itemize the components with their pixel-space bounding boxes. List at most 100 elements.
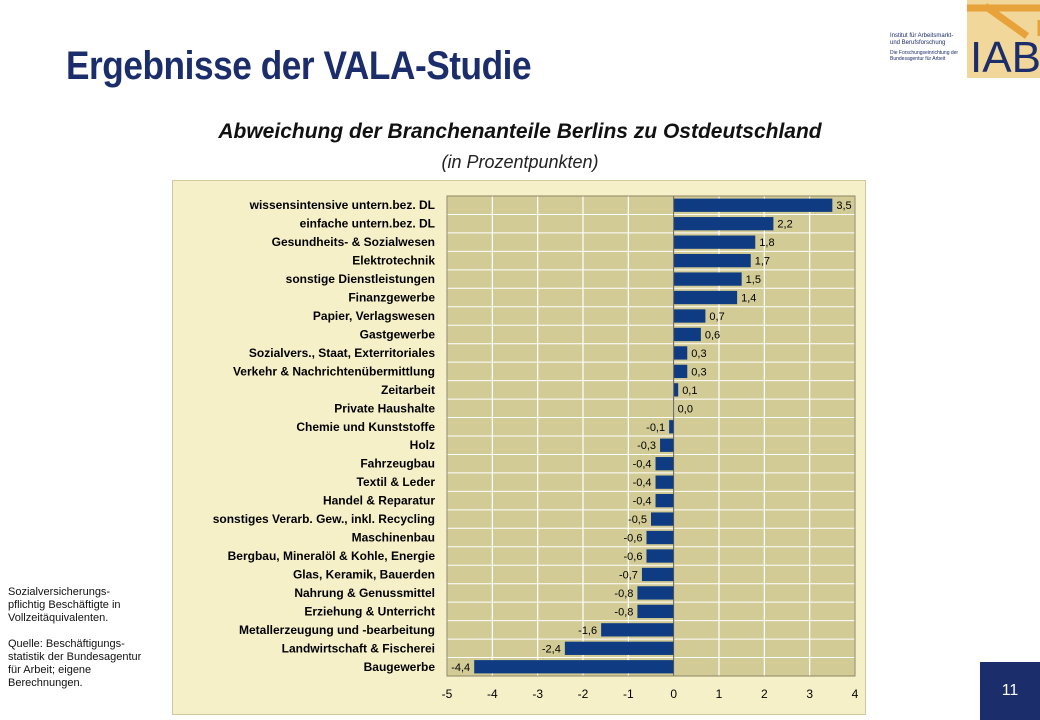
logo-line-3: Die Forschungseinrichtung der (890, 50, 959, 56)
data-label: 0,3 (691, 366, 706, 378)
bar (673, 364, 688, 379)
data-label: 0,6 (705, 329, 720, 341)
bar (655, 457, 674, 471)
category-label: Verkehr & Nachrichtenübermittlung (233, 364, 435, 378)
bar (673, 198, 833, 212)
data-label: -0,3 (637, 440, 656, 452)
bar-chart: -5 -4 -3 -2 -1 0 1 2 3 4 wissensintensive untern.b… (213, 195, 859, 701)
iab-logo-mark: IAB (967, 0, 1040, 78)
bar (564, 641, 674, 655)
data-label: 1,4 (741, 293, 756, 305)
bar (673, 346, 688, 360)
category-label: Finanzgewerbe (348, 291, 435, 305)
x-tick-label: 2 (761, 687, 768, 701)
iab-logo: Institut für Arbeitsmarkt- und Berufsfor… (890, 0, 1040, 78)
note-source: Quelle: Beschäftigungs- statistik der Bu… (8, 638, 142, 689)
data-label: -0,5 (628, 514, 647, 526)
x-tick-label: -2 (578, 687, 589, 701)
page-number: 11 (980, 662, 1040, 720)
category-label: einfache untern.bez. DL (300, 217, 435, 231)
category-label: sonstiges Verarb. Gew., inkl. Recycling (213, 512, 435, 526)
bar (474, 660, 674, 674)
category-label: Fahrzeugbau (360, 457, 435, 471)
note-description: Sozialversicherungs- pflichtig Beschäfti… (8, 586, 121, 624)
data-label: 0,0 (678, 403, 693, 415)
bar (673, 327, 701, 342)
data-label: -0,6 (623, 533, 642, 545)
x-tick-label: 3 (806, 687, 813, 701)
bar (646, 549, 674, 563)
category-label: Holz (410, 438, 435, 452)
page-number-text: 11 (1001, 682, 1019, 699)
data-label: -0,6 (623, 551, 642, 563)
logo-subline: Die Forschungseinrichtung der Bundesagen… (890, 50, 970, 62)
category-label: Papier, Verlagswesen (313, 309, 435, 323)
bar (637, 586, 674, 600)
logo-mark-text: IAB (970, 33, 1040, 78)
category-label: Baugewerbe (364, 660, 436, 674)
bar (673, 253, 751, 268)
category-label: Maschinenbau (352, 531, 435, 545)
data-label: 1,5 (746, 274, 761, 286)
bar (655, 475, 674, 489)
bar (673, 235, 756, 249)
slide-title: Ergebnisse der VALA-Studie (66, 44, 532, 88)
data-label: 3,5 (836, 200, 851, 212)
category-label: Handel & Reparatur (323, 494, 435, 508)
data-label: -0,1 (646, 422, 665, 434)
category-label: Zeitarbeit (381, 383, 435, 397)
data-label: 1,7 (755, 256, 770, 268)
category-label: Textil & Leder (357, 475, 436, 489)
data-label: -0,4 (633, 496, 652, 508)
category-label: Metallerzeugung und -bearbeitung (239, 623, 435, 637)
category-label: Sozialvers., Staat, Exterritoriales (249, 346, 435, 360)
bar (637, 604, 674, 619)
x-tick-label: -3 (532, 687, 543, 701)
data-label: -0,8 (614, 588, 633, 600)
x-tick-label: 0 (670, 687, 677, 701)
category-label: Gesundheits- & Sozialwesen (272, 235, 435, 249)
category-label: Elektrotechnik (352, 254, 435, 268)
logo-line-4: Bundesagentur für Arbeit (890, 56, 946, 62)
chart-title: Abweichung der Branchenanteile Berlins z… (218, 120, 822, 143)
bar (673, 290, 738, 305)
bar (646, 530, 674, 545)
data-label: -2,4 (542, 643, 561, 655)
x-tick-label: -5 (442, 687, 453, 701)
category-label: Gastgewerbe (360, 327, 436, 341)
category-label: Glas, Keramik, Bauerden (293, 567, 435, 581)
data-label: 1,8 (759, 237, 774, 249)
data-label: -4,4 (451, 662, 470, 674)
category-label: Chemie und Kunststoffe (296, 420, 435, 434)
data-label: 2,2 (777, 219, 792, 231)
category-label: Landwirtschaft & Fischerei (282, 641, 435, 655)
data-label: 0,3 (691, 348, 706, 360)
category-label: sonstige Dienstleistungen (286, 272, 435, 286)
chart-subtitle: (in Prozentpunkten) (441, 152, 599, 172)
bar (669, 420, 674, 434)
bar (655, 493, 674, 508)
category-label: Erziehung & Unterricht (304, 604, 435, 618)
bar (673, 383, 679, 397)
x-tick-label: -4 (487, 687, 498, 701)
bar (651, 512, 674, 526)
data-label: -0,4 (633, 459, 652, 471)
category-label: wissensintensive untern.bez. DL (249, 198, 435, 212)
bar (673, 309, 706, 323)
source-note: Sozialversicherungs- pflichtig Beschäfti… (8, 586, 176, 703)
logo-line-1: Institut für Arbeitsmarkt- (890, 33, 954, 39)
bar (673, 217, 774, 231)
bar (641, 567, 674, 582)
logo-text: Institut für Arbeitsmarkt- und Berufsfor… (890, 33, 970, 62)
x-tick-label: -1 (623, 687, 634, 701)
category-label: Bergbau, Mineralöl & Kohle, Energie (228, 549, 436, 563)
data-label: 0,1 (682, 385, 697, 397)
bar (660, 438, 674, 452)
data-label: -0,8 (614, 606, 633, 618)
logo-line-2: und Berufsforschung (890, 40, 946, 46)
x-tick-label: 4 (852, 687, 859, 701)
x-tick-label: 1 (716, 687, 723, 701)
bar (673, 272, 742, 286)
data-label: -1,6 (578, 625, 597, 637)
plot-border (446, 195, 856, 677)
